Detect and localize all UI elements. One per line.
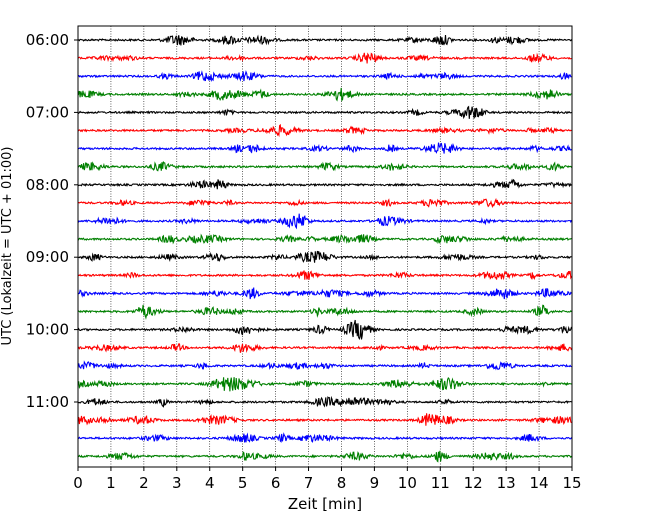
trace-0730: [77, 142, 572, 154]
trace-1030: [77, 360, 572, 371]
x-tick-label-1: 1: [106, 474, 116, 492]
x-tick-label-5: 5: [238, 474, 248, 492]
x-tick-label-0: 0: [73, 474, 83, 492]
trace-1130: [77, 432, 572, 443]
trace-1045: [77, 377, 572, 392]
trace-0630: [77, 70, 572, 83]
trace-1000: [77, 319, 573, 341]
y-tick-label-5: 11:00: [26, 393, 69, 411]
y-tick-label-0: 06:00: [26, 31, 69, 49]
x-tick-label-14: 14: [530, 474, 549, 492]
x-tick-label-8: 8: [337, 474, 347, 492]
trace-1015: [77, 343, 573, 353]
trace-0830: [77, 213, 573, 230]
trace-0645: [77, 87, 572, 102]
seismic-traces: [77, 34, 573, 463]
y-tick-label-1: 07:00: [26, 103, 69, 121]
trace-1115: [77, 413, 572, 426]
trace-0700: [77, 105, 572, 120]
y-axis-label: UTC (Lokalzeit = UTC + 01:00): [0, 147, 15, 346]
x-axis-label: Zeit [min]: [288, 495, 362, 513]
y-tick-label-2: 08:00: [26, 176, 69, 194]
x-tick-label-15: 15: [562, 474, 581, 492]
trace-1145: [77, 450, 572, 463]
x-tick-label-12: 12: [464, 474, 483, 492]
x-tick-label-2: 2: [139, 474, 149, 492]
trace-0915: [77, 270, 573, 281]
y-axis-ticks: 06:00 07:00 08:00 09:00 10:00 11:00: [26, 31, 78, 411]
x-tick-label-9: 9: [370, 474, 380, 492]
trace-0800: [77, 178, 572, 190]
trace-0715: [77, 123, 572, 138]
trace-0845: [77, 233, 572, 245]
x-tick-label-13: 13: [497, 474, 516, 492]
x-tick-label-11: 11: [431, 474, 450, 492]
trace-0930: [77, 287, 572, 300]
x-tick-label-4: 4: [205, 474, 215, 492]
x-tick-label-7: 7: [304, 474, 314, 492]
trace-0745: [77, 160, 572, 172]
trace-1100: [77, 395, 572, 408]
x-tick-label-6: 6: [271, 474, 281, 492]
y-tick-label-4: 10:00: [26, 321, 69, 339]
trace-0615: [77, 52, 572, 64]
trace-0815: [77, 197, 572, 209]
trace-0600: [77, 34, 572, 46]
trace-0945: [77, 304, 572, 320]
y-tick-label-3: 09:00: [26, 248, 69, 266]
x-tick-label-3: 3: [172, 474, 182, 492]
trace-0900: [77, 250, 572, 263]
plot-frame: [77, 25, 573, 468]
x-axis-ticks: 0 1 2 3 4 5 6 7 8 9 10 11 12 13 14 15: [73, 467, 582, 492]
vertical-grid-lines: [110, 26, 540, 467]
x-tick-label-10: 10: [398, 474, 417, 492]
